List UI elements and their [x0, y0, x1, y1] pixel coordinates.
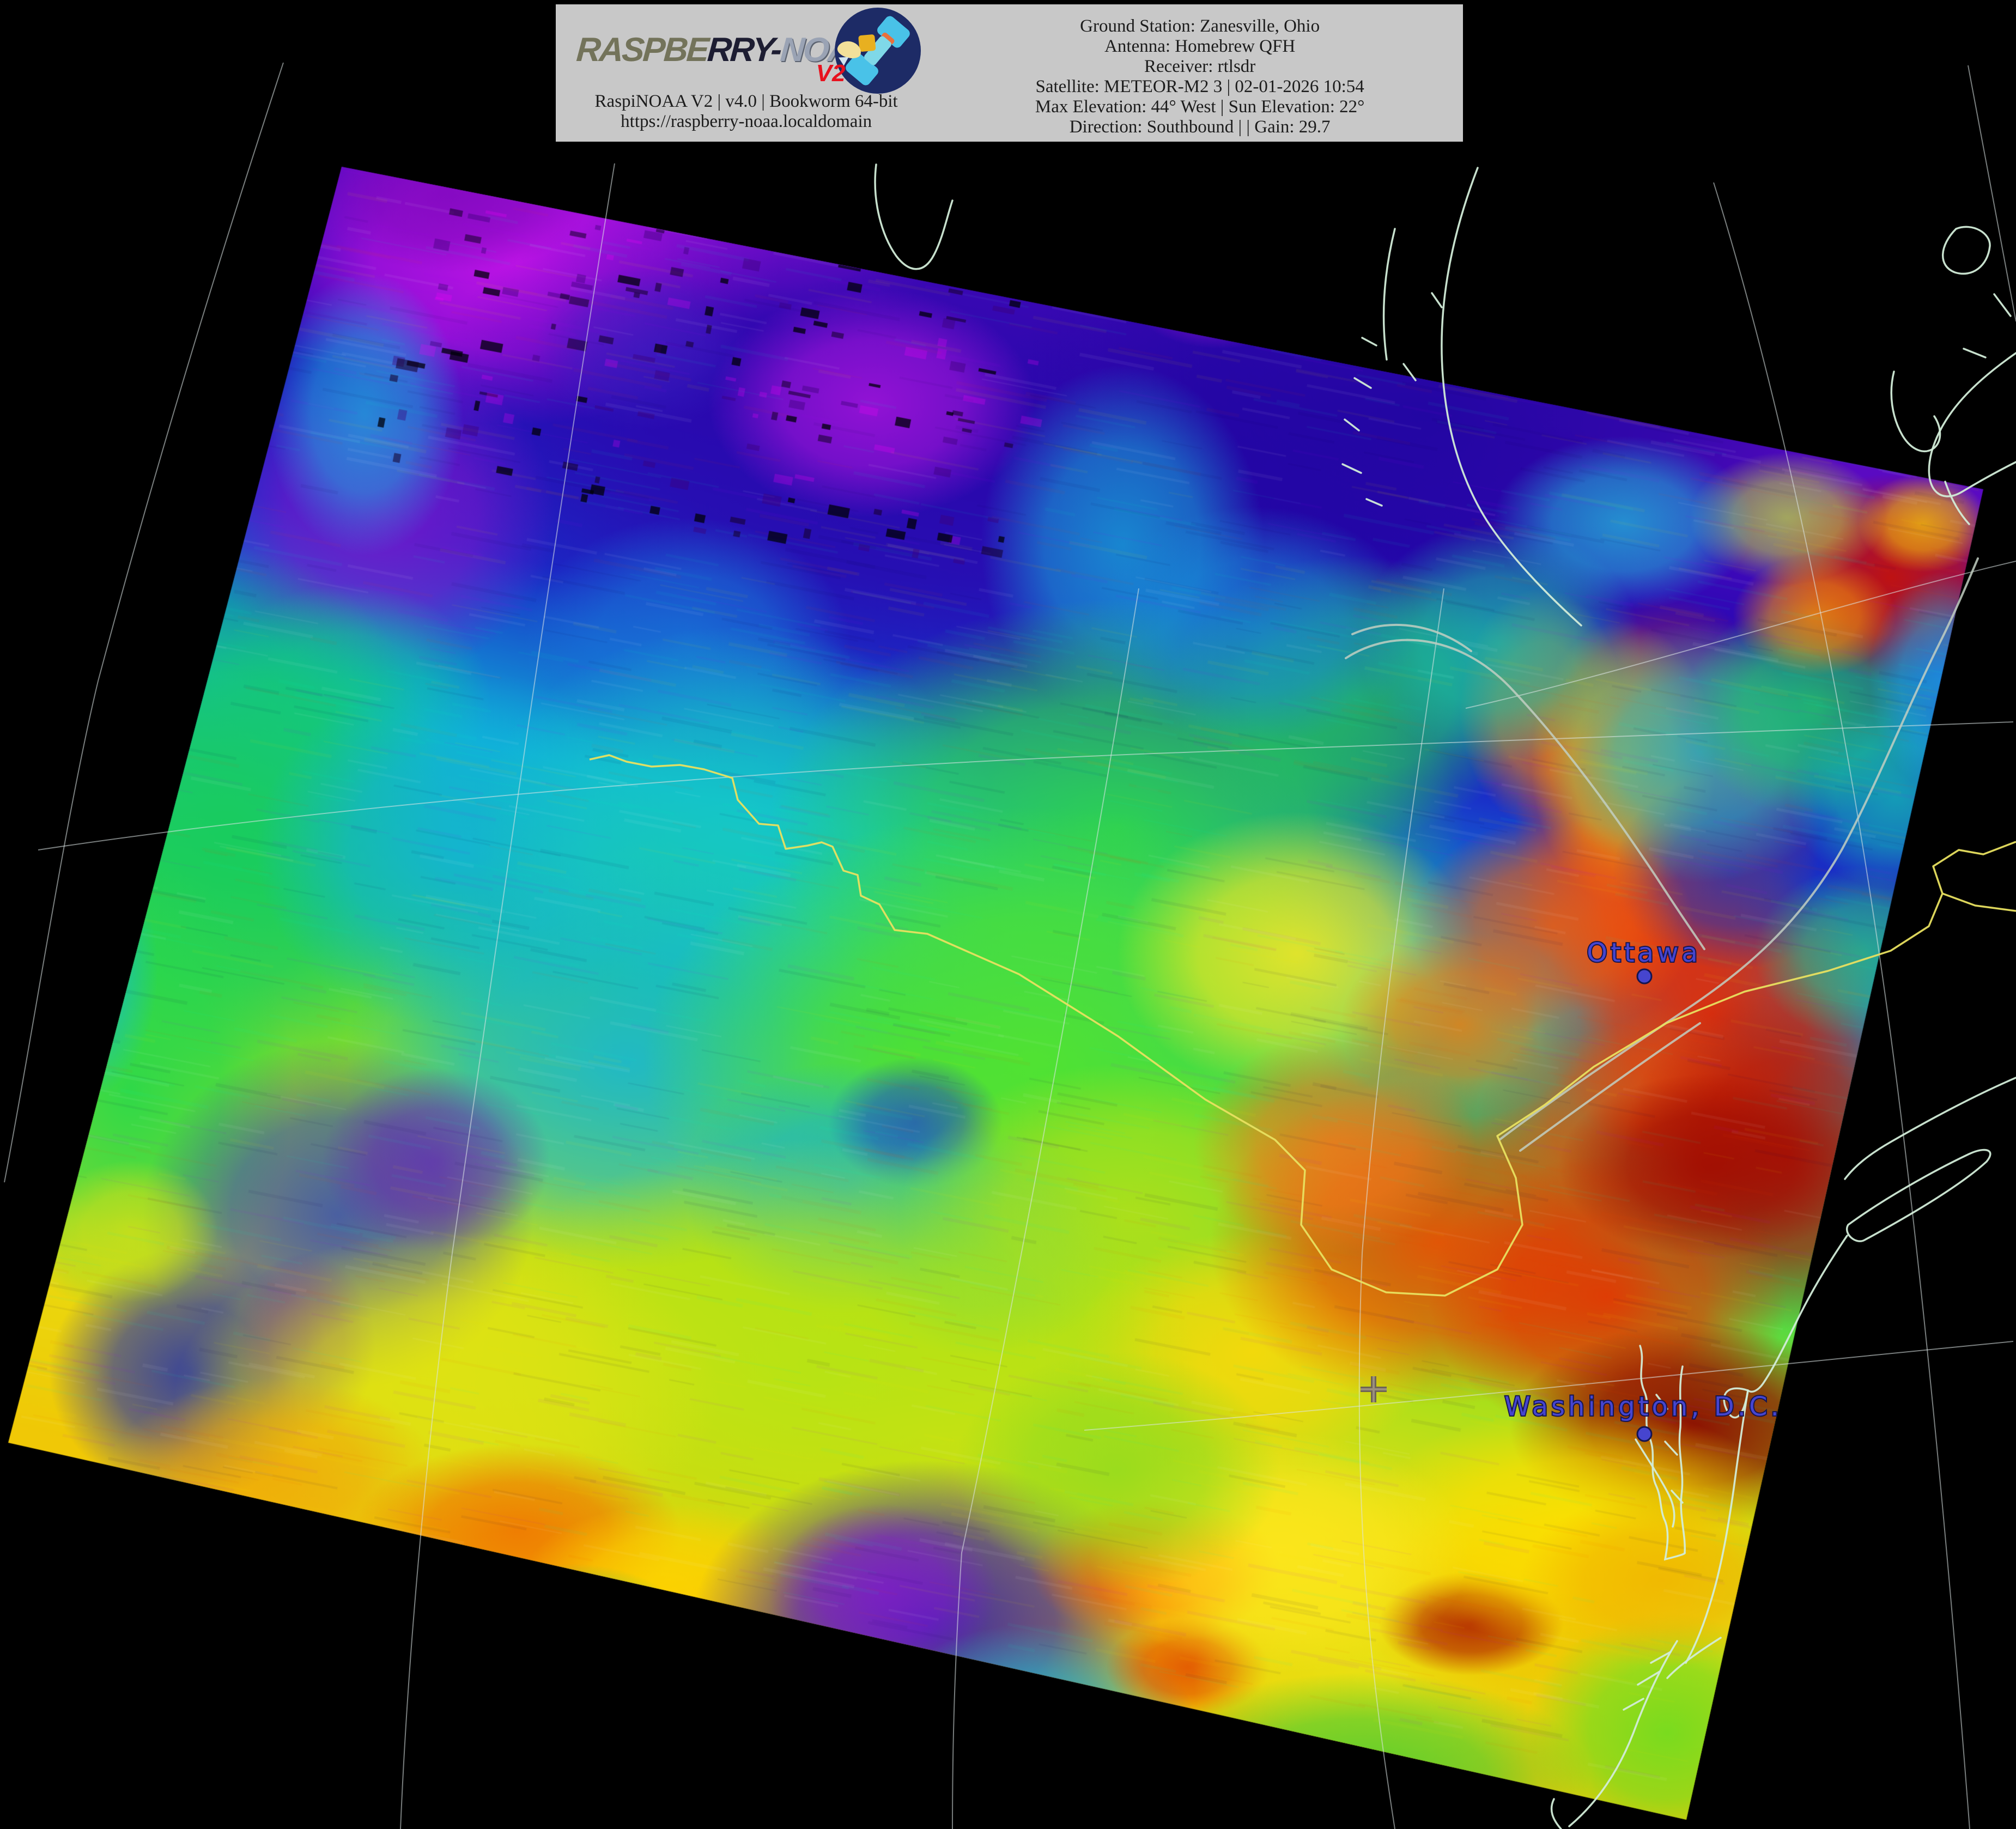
coastline — [1890, 370, 1970, 525]
city-label: Ottawa — [1587, 938, 1701, 968]
antenna-line: Antenna: Homebrew QFH — [1104, 37, 1296, 56]
station-url: https://raspberry-noaa.localdomain — [621, 112, 872, 131]
river-line — [1498, 557, 1979, 1141]
coastline — [1844, 1077, 2016, 1180]
graticule-line — [1713, 182, 1970, 1829]
graticule-line — [1465, 561, 2016, 709]
coastline — [1655, 1394, 1684, 1504]
logo-wordmark-raspbe: RASPBE — [575, 31, 709, 69]
logo-wordmark-rry: RRY- — [706, 31, 782, 69]
graticule-line — [400, 163, 615, 1829]
coastline — [1341, 292, 1443, 507]
coastline — [1382, 228, 1396, 361]
satellite-pass-line: Satellite: METEOR-M2 3 | 02-01-2026 10:5… — [1035, 77, 1364, 96]
version-label: V2 — [816, 60, 846, 87]
station-info: Ground Station: Zanesville, Ohio Antenna… — [937, 4, 1463, 142]
coastline — [1941, 226, 2012, 358]
direction-gain-line: Direction: Southbound | | Gain: 29.7 — [1069, 117, 1331, 137]
country-border — [1942, 892, 2016, 912]
country-border — [589, 754, 2016, 1297]
coastline — [1568, 1637, 1722, 1827]
system-version-line: RaspiNOAA V2 | v4.0 | Bookworm 64-bit — [594, 92, 898, 111]
city-dot — [1636, 968, 1653, 985]
coastline — [874, 163, 954, 270]
coastline — [1723, 1235, 1848, 1419]
elevation-line: Max Elevation: 44° West | Sun Elevation:… — [1035, 97, 1365, 117]
receiver-line: Receiver: rtlsdr — [1144, 57, 1256, 76]
coastline — [1635, 1438, 1675, 1528]
river-line — [1519, 1022, 1701, 1152]
raspberry-noaa-logo: RASPBERRY-NOAA V2 — [572, 8, 921, 94]
coastline — [1928, 352, 2016, 497]
coastline — [1550, 1798, 1562, 1829]
city-label: Washington, D.C. — [1504, 1392, 1782, 1422]
graticule-line — [1358, 588, 1444, 1829]
river-line — [1345, 639, 1705, 950]
graticule-line — [952, 588, 1139, 1829]
graticule-line — [38, 721, 2014, 850]
satellite-badge-icon — [834, 8, 921, 94]
coastline — [1441, 167, 1582, 627]
coastline — [1685, 1389, 1749, 1664]
coastline — [1846, 1149, 1991, 1242]
graticule-line — [1968, 65, 2016, 322]
city-dot — [1636, 1426, 1653, 1442]
coastline — [1639, 1345, 1686, 1561]
banner-left-column: RASPBERRY-NOAA V2 RaspiNOAA V2 | v4.0 | … — [556, 4, 937, 142]
graticule-line — [4, 62, 284, 1183]
coastline — [1678, 1365, 1686, 1554]
ground-station-line: Ground Station: Zanesville, Ohio — [1080, 16, 1320, 36]
graticule-line — [1084, 1341, 2014, 1431]
info-banner: RASPBERRY-NOAA V2 RaspiNOAA V2 | v4.0 | … — [556, 4, 1463, 142]
coastline — [1623, 1651, 1672, 1711]
satellite-badge-art — [835, 8, 921, 94]
river-line — [1351, 624, 1472, 652]
ground-station-cross-icon — [1361, 1376, 1387, 1402]
